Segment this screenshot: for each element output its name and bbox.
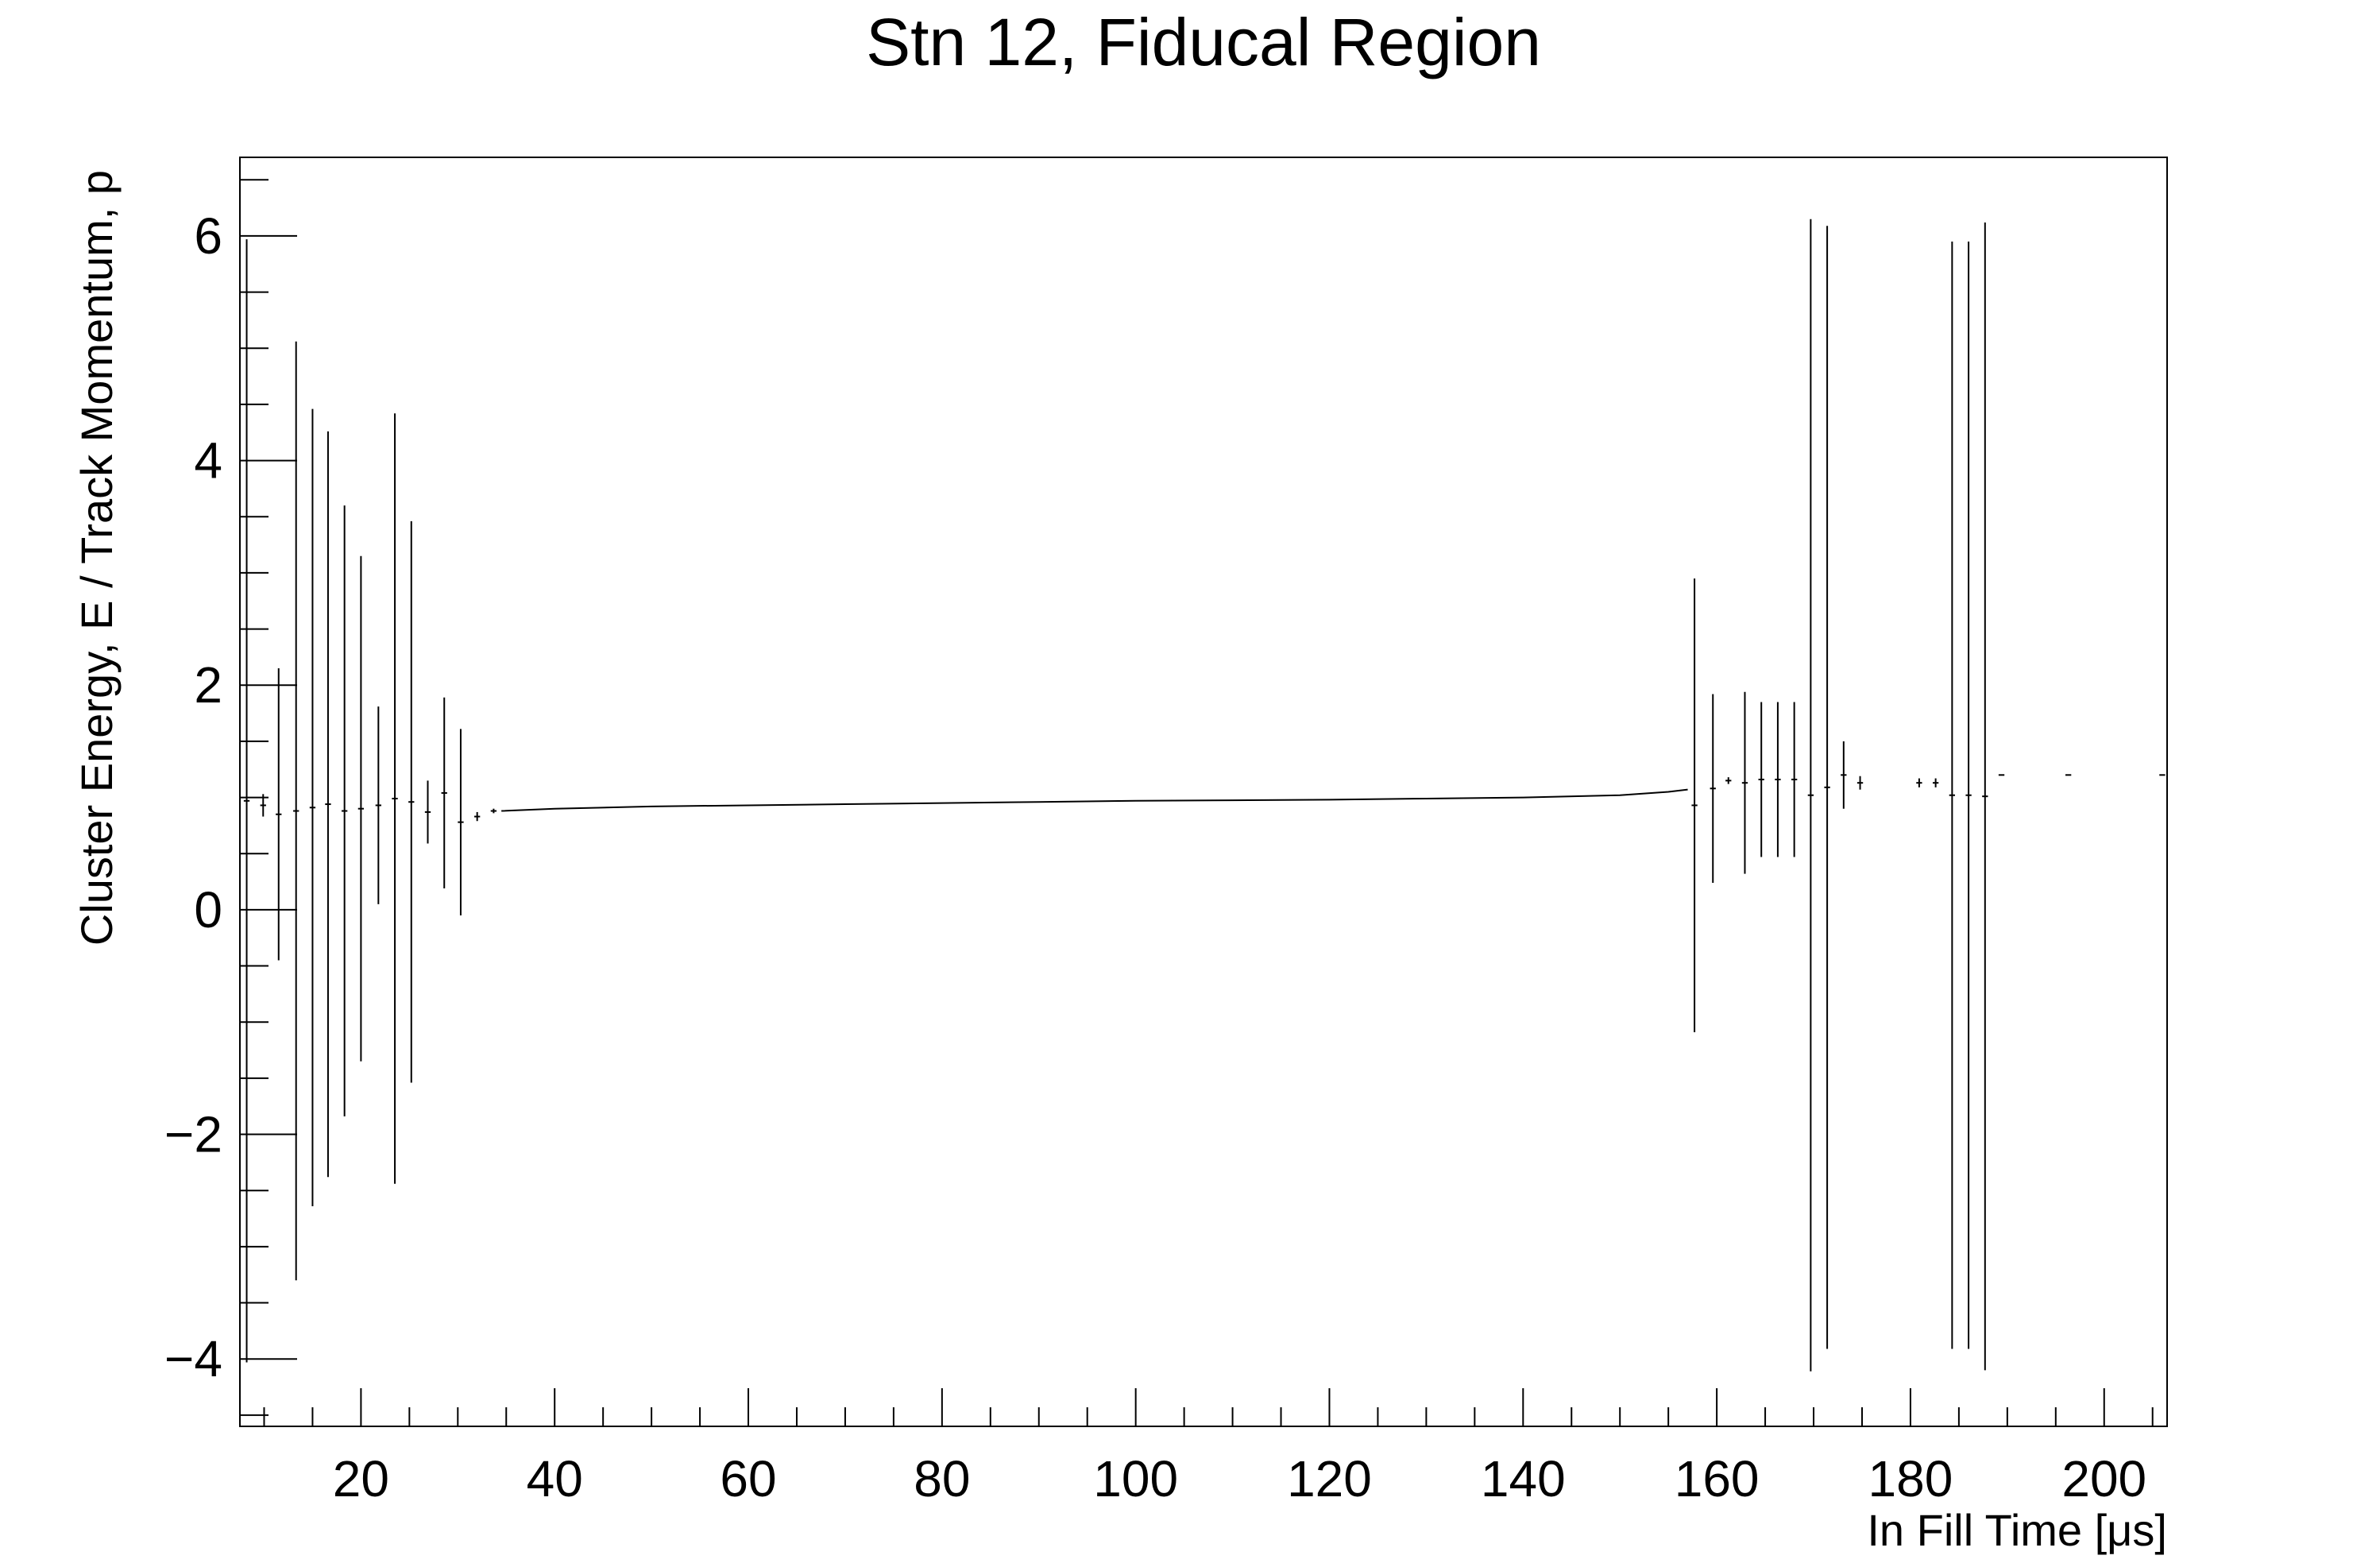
x-tick-label: 40 — [527, 1450, 583, 1507]
y-tick-label: 0 — [194, 881, 222, 938]
x-axis: 20 40 60 80 100 120 140 160 180 200 — [263, 1388, 2154, 1507]
chart-title: Stn 12, Fiducal Region — [866, 5, 1541, 79]
x-tick-label: 160 — [1675, 1450, 1760, 1507]
y-tick-label: 2 — [194, 656, 222, 714]
y-tick-label: 4 — [194, 432, 222, 489]
y-tick-label: −2 — [164, 1106, 222, 1163]
x-tick-label: 180 — [1868, 1450, 1953, 1507]
x-tick-label: 20 — [333, 1450, 389, 1507]
y-tick-label: 6 — [194, 207, 222, 265]
plot-frame — [239, 157, 2168, 1427]
y-axis: −4 −2 0 2 4 6 — [164, 179, 297, 1416]
y-axis-label: Cluster Energy, E / Track Momentum, p — [71, 170, 122, 946]
x-tick-label: 60 — [720, 1450, 776, 1507]
x-tick-label: 140 — [1481, 1450, 1566, 1507]
x-axis-label: In Fill Time [μs] — [1867, 1505, 2167, 1555]
x-tick-label: 100 — [1093, 1450, 1178, 1507]
data-marks — [243, 219, 2166, 1372]
dense-data-band — [501, 788, 1688, 812]
x-tick-label: 80 — [914, 1450, 970, 1507]
x-tick-label: 120 — [1287, 1450, 1372, 1507]
x-tick-label: 200 — [2061, 1450, 2146, 1507]
y-tick-label: −4 — [164, 1330, 222, 1387]
